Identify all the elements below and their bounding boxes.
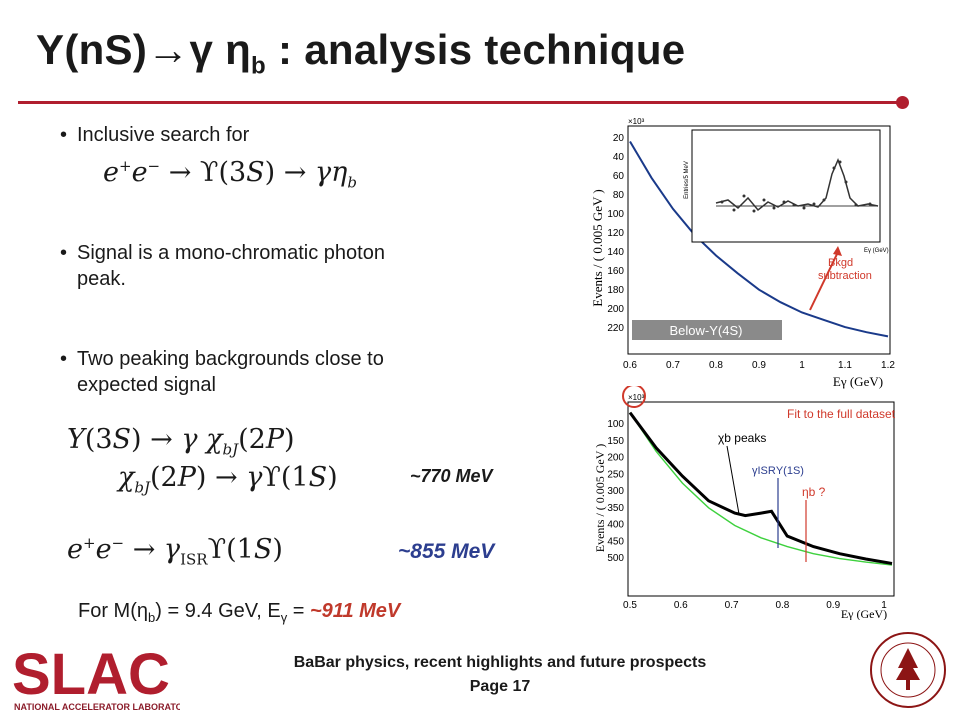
slac-logo-text: SLAC <box>12 642 170 707</box>
tick-label: 60 <box>613 171 625 182</box>
chi-arrow <box>726 445 740 515</box>
fit-title: Fit to the full dataset <box>787 407 896 421</box>
isr-energy-label: ~855 MeV <box>398 540 495 563</box>
bullet-dot: • <box>60 348 68 370</box>
fit-curve <box>629 412 893 566</box>
tick-label: 250 <box>607 469 624 480</box>
equation-isr: e+e− → γISRϒ(1S) <box>67 534 283 569</box>
x-ticks: 0.5 0.6 0.7 0.8 0.9 1 <box>623 600 887 611</box>
multiplier-label: ×10³ <box>628 118 645 126</box>
tick-label: 400 <box>607 520 624 531</box>
arrow-head <box>833 246 842 256</box>
data-curve <box>628 411 893 565</box>
tick-label: 100 <box>607 209 624 220</box>
inset-plot <box>691 129 881 243</box>
tick-label: 160 <box>607 266 624 277</box>
slac-logo-subtitle: NATIONAL ACCELERATOR LABORATORY <box>14 702 180 712</box>
page-number: Page 17 <box>469 678 531 695</box>
tick-label: 200 <box>607 453 624 464</box>
mass-statement: For M(ηb) = 9.4 GeV, Eγ = ~911 MeV <box>78 600 401 625</box>
tick-label: 1 <box>799 360 805 371</box>
tick-label: 80 <box>613 190 625 201</box>
equation-chi-production: Y(3S) → γ χbJ(2P) <box>67 424 295 459</box>
x-axis-label: Eγ (GeV) <box>833 374 883 389</box>
spectrum-curve <box>629 140 889 338</box>
equation-chi-decay: χbJ(2P) → γϒ(1S) <box>118 462 338 497</box>
y-ticks: 500 450 400 350 300 250 200 150 100 <box>607 419 624 564</box>
tick-label: 300 <box>607 486 624 497</box>
tick-label: 220 <box>607 323 624 334</box>
tick-label: 150 <box>607 436 624 447</box>
tick-label: 500 <box>607 553 624 564</box>
y-axis-label: Events / ( 0.005 GeV ) <box>590 189 605 306</box>
inset-points <box>720 160 872 213</box>
x-ticks: 0.6 0.7 0.8 0.9 1 1.1 1.2 <box>623 360 895 371</box>
tick-label: 350 <box>607 503 624 514</box>
etab-label: ηb ? <box>802 485 826 499</box>
tick-label: 100 <box>607 419 624 430</box>
inset-signal-curve <box>715 157 879 212</box>
tick-label: 0.7 <box>725 600 739 611</box>
footer-title: BaBar physics, recent highlights and fut… <box>293 654 707 671</box>
tick-label: 20 <box>613 133 625 144</box>
tick-label: 180 <box>607 285 624 296</box>
tick-label: 450 <box>607 536 624 547</box>
isr-label: γISRΥ(1S) <box>752 465 804 477</box>
chi-energy-label: ~770 MeV <box>410 466 493 486</box>
tick-label: 40 <box>613 152 625 163</box>
tick-label: 0.9 <box>826 600 840 611</box>
tick-label: 0.8 <box>775 600 789 611</box>
tick-label: 0.6 <box>623 360 637 371</box>
x-axis-label: Eγ (GeV) <box>841 607 887 620</box>
slac-logo: SLAC NATIONAL ACCELERATOR LABORATORY <box>12 642 180 712</box>
equation-main-decay: e+e− → ϒ(3S) → γηb <box>103 157 357 192</box>
tick-label: 0.5 <box>623 600 637 611</box>
tick-label: 1 <box>881 600 887 611</box>
y-ticks: 220 200 180 160 140 120 100 80 60 40 20 <box>607 133 624 334</box>
y-axis-label: Events / ( 0.005 GeV ) <box>593 444 607 552</box>
below-4s-label: Below-Υ(4S) <box>670 323 743 338</box>
bullet-dot: • <box>60 242 68 264</box>
tick-label: 1.2 <box>881 360 895 371</box>
inset-x-label: Eγ (GeV) <box>864 248 889 254</box>
slide-title: Υ(nS)→γ ηb : analysis technique <box>36 26 686 80</box>
tick-label: 200 <box>607 304 624 315</box>
inset-y-label: Entries/5 MeV <box>684 161 690 199</box>
below-4s-box <box>632 320 782 340</box>
tick-label: 0.9 <box>752 360 766 371</box>
title-rule <box>18 101 900 104</box>
chi-peaks-label: χb peaks <box>718 431 766 445</box>
tick-label: 0.7 <box>666 360 680 371</box>
title-rule-dot <box>896 96 909 109</box>
tick-label: 120 <box>607 228 624 239</box>
tick-label: 0.8 <box>709 360 723 371</box>
tick-label: 1.1 <box>838 360 852 371</box>
multiplier-highlight <box>622 386 646 408</box>
multiplier-label: ×10³ <box>628 393 645 402</box>
annotation-arrow <box>809 251 839 311</box>
stanford-seal <box>870 632 946 708</box>
tick-label: 140 <box>607 247 624 258</box>
bullet-dot: • <box>60 124 68 146</box>
tick-label: 0.6 <box>674 600 688 611</box>
